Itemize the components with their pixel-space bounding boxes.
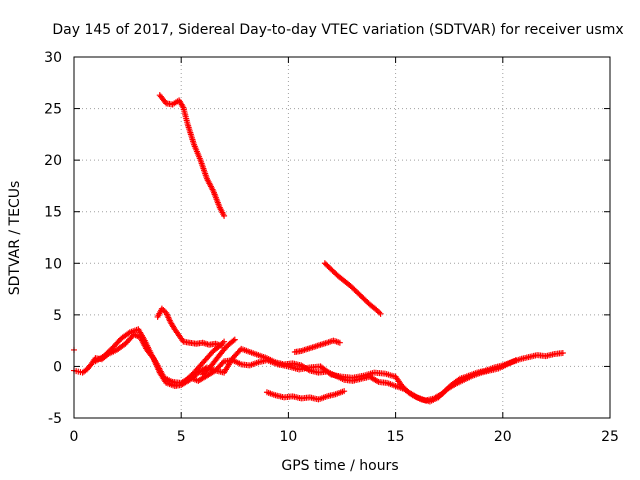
track-descend-6-7-point: [221, 338, 228, 345]
track-rise-6-7-fill-point: [230, 337, 237, 344]
grid-layer: [74, 57, 610, 418]
plot-frame: [73, 56, 611, 419]
y-tick-label: 10: [44, 256, 62, 272]
track-rise-6-7-point: [231, 336, 238, 343]
track-high-early-point: [221, 212, 228, 219]
track-high-mid-point: [377, 310, 384, 317]
track-main-a-point: [559, 350, 566, 357]
track-main-b-point: [512, 357, 519, 364]
x-tick-label: 20: [494, 429, 512, 445]
track-mid-10-12-point: [336, 339, 343, 346]
track-low-9-12-point: [341, 388, 348, 395]
chart-title: Day 145 of 2017, Sidereal Day-to-day VTE…: [52, 22, 623, 38]
x-tick-label: 25: [601, 429, 619, 445]
y-tick-label: 0: [53, 359, 62, 375]
y-tick-label: 15: [44, 205, 62, 221]
x-tick-label: 5: [177, 429, 186, 445]
y-tick-label: 5: [53, 308, 62, 324]
x-axis-label: GPS time / hours: [281, 458, 398, 474]
track-high-mid-fill-point: [376, 309, 383, 316]
y-tick-label: -5: [48, 411, 62, 427]
x-tick-label: 10: [279, 429, 297, 445]
y-tick-label: 20: [44, 153, 62, 169]
x-tick-label: 0: [70, 429, 79, 445]
y-axis-label: SDTVAR / TECUs: [7, 181, 23, 296]
y-tick-label: 30: [44, 50, 62, 66]
x-tick-label: 15: [387, 429, 405, 445]
tick-layer: 0 5 10 15 20 25 -5 0 5 10 15 20 25 30: [44, 50, 619, 445]
data-layer: [71, 92, 566, 405]
y-tick-label: 25: [44, 102, 62, 118]
